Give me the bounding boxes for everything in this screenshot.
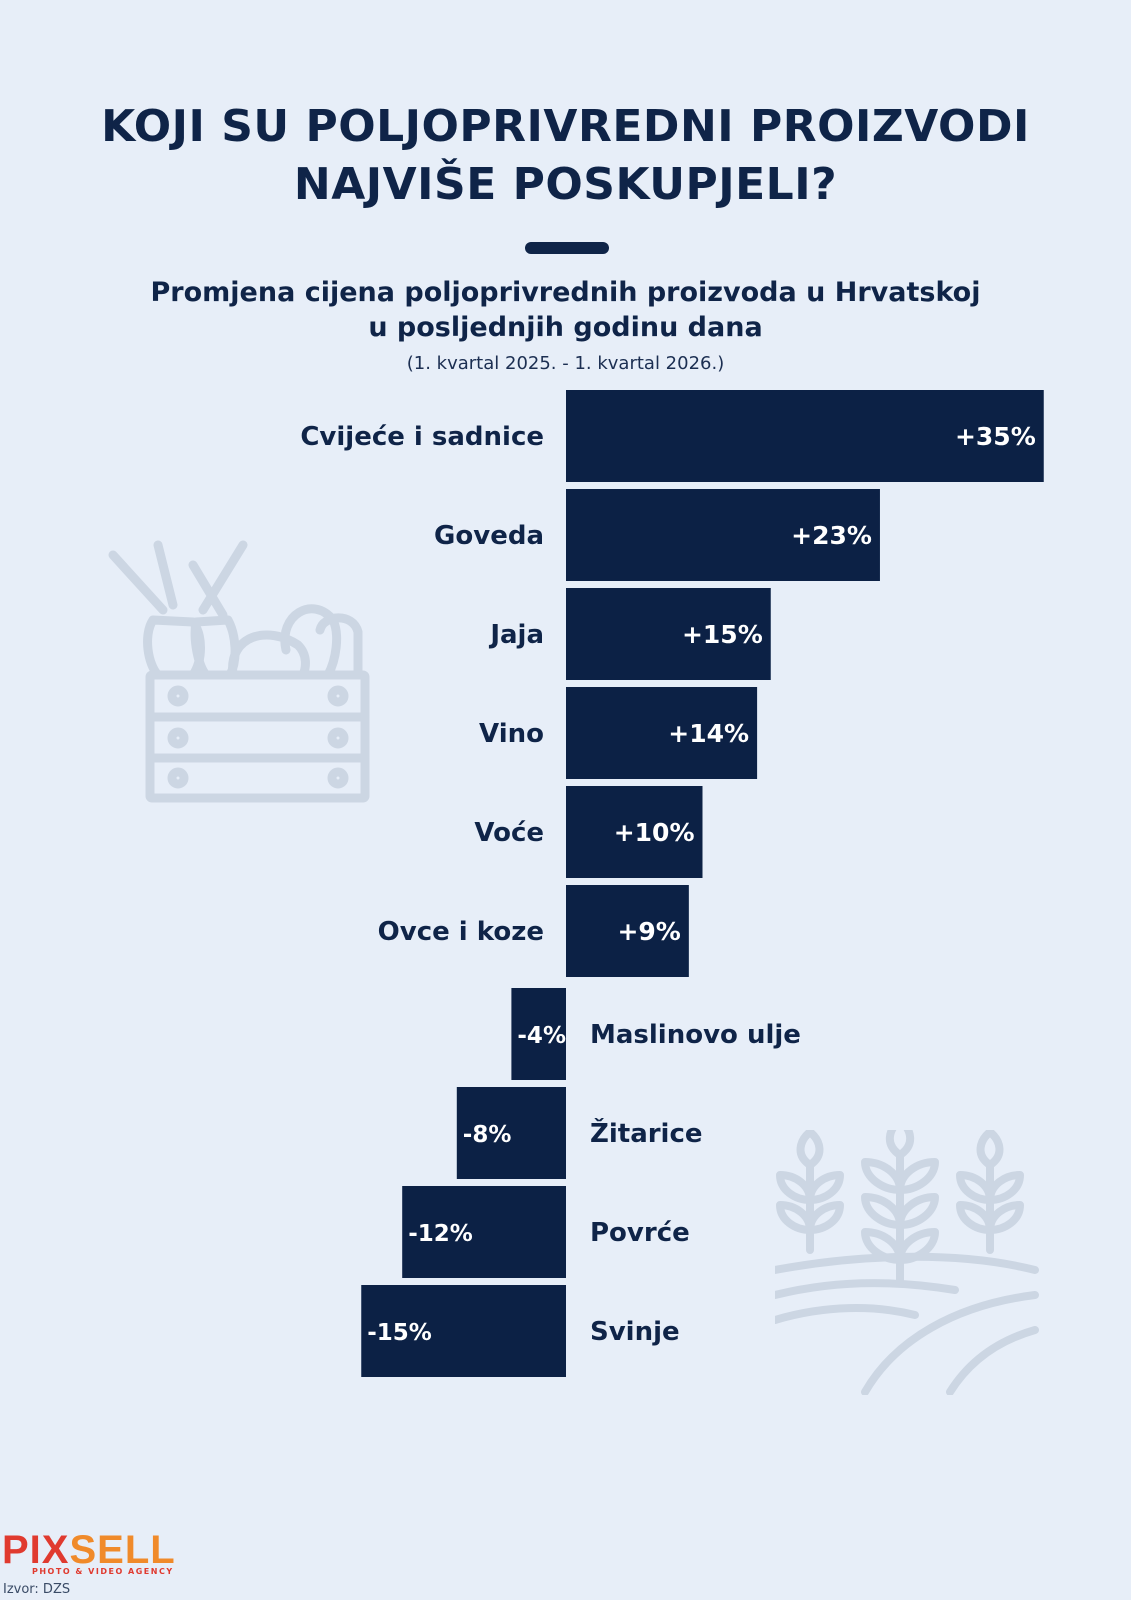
bar-value-label: +9%: [617, 917, 680, 946]
brand-logo: PIXSELL: [2, 1528, 176, 1573]
bar-value-label: +15%: [682, 620, 763, 649]
category-label: Ovce i koze: [378, 917, 544, 947]
title-divider: [525, 242, 609, 254]
category-label: Jaja: [488, 620, 544, 650]
category-label: Maslinovo ulje: [590, 1020, 801, 1050]
category-label: Vino: [479, 719, 544, 749]
bar: [566, 786, 703, 878]
brand-part-2: SELL: [69, 1528, 176, 1572]
source-note: Izvor: DZS: [3, 1582, 71, 1597]
period-label: (1. kvartal 2025. - 1. kvartal 2026.): [406, 353, 725, 374]
subtitle-line-2: u posljednjih godinu dana: [368, 312, 763, 343]
subtitle-line-1: Promjena cijena poljoprivrednih proizvod…: [150, 277, 981, 308]
bar-value-label: +10%: [614, 818, 695, 847]
category-label: Voće: [474, 818, 544, 848]
bar: [566, 390, 1044, 482]
chart-subtitle: Promjena cijena poljoprivrednih proizvod…: [0, 275, 1131, 345]
brand-part-1: PIX: [2, 1528, 70, 1572]
bar-value-label: -4%: [517, 1023, 566, 1049]
bar: [566, 885, 689, 977]
bar-value-label: +35%: [955, 422, 1036, 451]
bar-value-label: -8%: [463, 1122, 512, 1148]
bar: [402, 1186, 566, 1278]
bar-value-label: +14%: [668, 719, 749, 748]
bar: [361, 1285, 566, 1377]
category-label: Goveda: [434, 521, 544, 551]
category-label: Svinje: [590, 1317, 680, 1347]
title-line-2: NAJVIŠE POSKUPJELI?: [293, 159, 838, 210]
page-title: KOJI SU POLJOPRIVREDNI PROIZVODI NAJVIŠE…: [0, 98, 1131, 214]
bar-value-label: -15%: [367, 1320, 432, 1346]
bar: [456, 1087, 566, 1179]
wheat-field-icon: [775, 1130, 1039, 1395]
brand-tagline: PHOTO & VIDEO AGENCY: [32, 1567, 174, 1576]
vegetable-crate-icon: [108, 540, 370, 803]
bar-value-label: -12%: [408, 1221, 473, 1247]
bar: [566, 588, 771, 680]
bar-value-label: +23%: [791, 521, 872, 550]
bar: [511, 988, 566, 1080]
title-line-1: KOJI SU POLJOPRIVREDNI PROIZVODI: [101, 101, 1030, 152]
category-label: Cvijeće i sadnice: [300, 422, 544, 452]
bar: [566, 489, 880, 581]
bar-chart: +35% Cvijeće i sadnice +23% Goveda +15% Jaja +…: [300, 390, 1044, 1377]
bar: [566, 687, 758, 779]
category-label: Žitarice: [590, 1117, 703, 1149]
category-label: Povrće: [590, 1218, 690, 1248]
